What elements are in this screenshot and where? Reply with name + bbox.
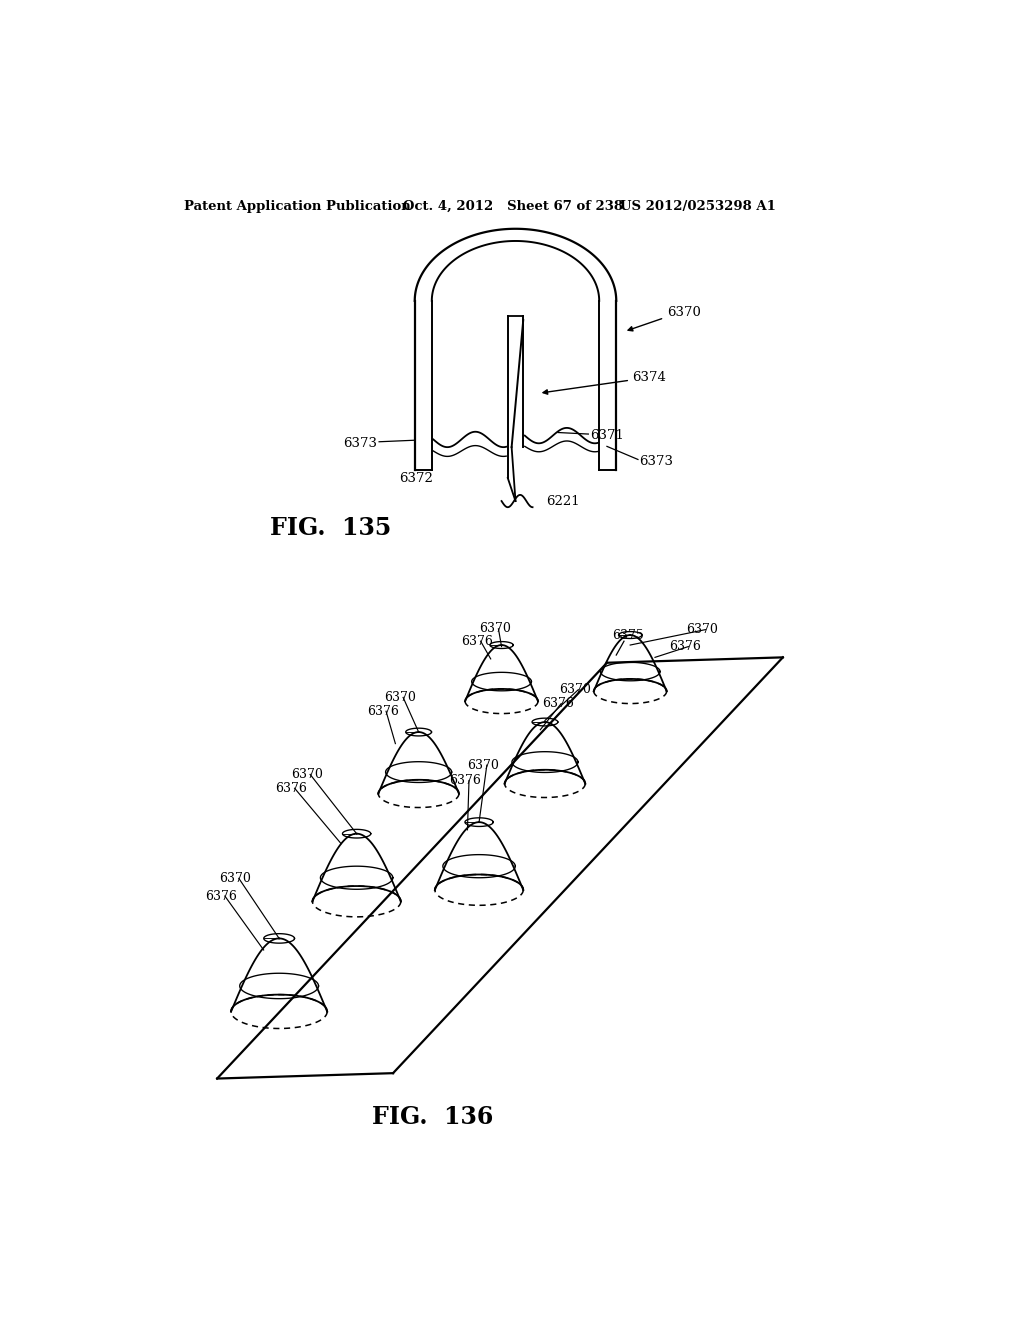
Text: 6221: 6221	[547, 495, 581, 508]
Text: Patent Application Publication: Patent Application Publication	[183, 199, 411, 213]
Text: 6373: 6373	[343, 437, 378, 450]
Text: 6376: 6376	[275, 781, 307, 795]
Text: 6376: 6376	[461, 635, 494, 648]
Text: FIG.  136: FIG. 136	[372, 1105, 494, 1129]
Text: US 2012/0253298 A1: US 2012/0253298 A1	[621, 199, 776, 213]
Text: FIG.  135: FIG. 135	[270, 516, 391, 540]
Text: 6371: 6371	[590, 429, 624, 442]
Text: 6372: 6372	[398, 473, 432, 486]
Text: 6370: 6370	[291, 768, 323, 781]
Text: Oct. 4, 2012   Sheet 67 of 238: Oct. 4, 2012 Sheet 67 of 238	[403, 199, 624, 213]
Text: 6370: 6370	[219, 871, 251, 884]
Text: 6373: 6373	[640, 454, 674, 467]
Text: 6374: 6374	[632, 371, 666, 384]
Text: 6376: 6376	[542, 697, 573, 710]
Text: 6370: 6370	[668, 306, 701, 319]
Text: 6370: 6370	[479, 622, 511, 635]
Text: 6376: 6376	[669, 640, 700, 653]
Text: 6370: 6370	[467, 759, 500, 772]
Text: 6370: 6370	[384, 690, 416, 704]
Text: 6376: 6376	[450, 774, 481, 787]
Text: 6376: 6376	[367, 705, 398, 718]
Text: 6376: 6376	[206, 890, 238, 903]
Text: 6375: 6375	[612, 630, 644, 643]
Text: 6370: 6370	[559, 684, 591, 696]
Text: 6370: 6370	[686, 623, 718, 636]
